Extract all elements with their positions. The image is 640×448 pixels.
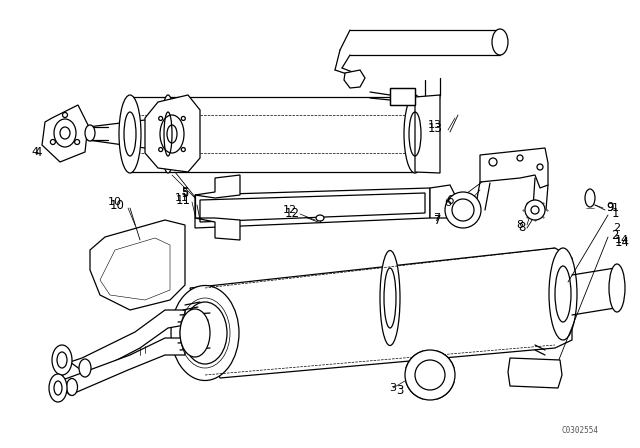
Ellipse shape: [180, 309, 210, 357]
Ellipse shape: [525, 200, 545, 220]
Ellipse shape: [492, 29, 508, 55]
Text: 14: 14: [614, 236, 630, 249]
Text: 3: 3: [396, 383, 404, 396]
Polygon shape: [90, 220, 185, 310]
Text: 3: 3: [390, 383, 397, 393]
Ellipse shape: [51, 139, 56, 145]
Ellipse shape: [181, 116, 186, 121]
Text: 4: 4: [31, 147, 38, 157]
Text: 12: 12: [285, 207, 300, 220]
Ellipse shape: [171, 285, 239, 380]
Text: 8: 8: [516, 220, 524, 230]
Text: 11: 11: [175, 194, 191, 207]
Ellipse shape: [63, 112, 67, 117]
Ellipse shape: [380, 250, 400, 345]
Ellipse shape: [609, 264, 625, 312]
Ellipse shape: [159, 147, 163, 151]
Text: C0302554: C0302554: [561, 426, 598, 435]
Polygon shape: [390, 88, 415, 105]
Ellipse shape: [316, 215, 324, 221]
Text: 5: 5: [182, 187, 189, 197]
Ellipse shape: [161, 95, 175, 173]
Ellipse shape: [49, 374, 67, 402]
Polygon shape: [195, 175, 240, 198]
Text: 13: 13: [428, 121, 442, 134]
Ellipse shape: [445, 192, 481, 228]
Ellipse shape: [52, 345, 72, 375]
Text: 11: 11: [175, 193, 189, 203]
Polygon shape: [415, 95, 440, 173]
Text: 2: 2: [613, 223, 621, 233]
Polygon shape: [70, 310, 185, 375]
Polygon shape: [195, 218, 240, 240]
Polygon shape: [55, 338, 185, 395]
Text: 10: 10: [109, 198, 124, 211]
Polygon shape: [145, 95, 200, 172]
Ellipse shape: [404, 95, 426, 173]
Polygon shape: [430, 185, 455, 218]
Polygon shape: [508, 358, 562, 388]
Ellipse shape: [67, 379, 77, 396]
Ellipse shape: [181, 147, 186, 151]
Polygon shape: [480, 148, 548, 188]
Ellipse shape: [119, 95, 141, 173]
Text: 5: 5: [181, 186, 189, 199]
Ellipse shape: [75, 139, 79, 145]
Text: 12: 12: [283, 205, 297, 215]
Text: 14: 14: [615, 235, 629, 245]
Text: 13: 13: [428, 120, 442, 130]
Text: 6: 6: [446, 194, 454, 207]
Polygon shape: [344, 70, 365, 88]
Text: 2: 2: [611, 228, 619, 241]
Polygon shape: [42, 105, 88, 162]
Ellipse shape: [159, 116, 163, 121]
Polygon shape: [190, 248, 572, 378]
Text: 10: 10: [108, 197, 122, 207]
Text: 9: 9: [606, 201, 614, 214]
Ellipse shape: [79, 359, 91, 377]
Text: 6: 6: [445, 198, 451, 208]
Text: 4: 4: [35, 146, 42, 159]
Ellipse shape: [405, 350, 455, 400]
Text: 1: 1: [611, 207, 619, 220]
Text: 9: 9: [607, 203, 614, 213]
Ellipse shape: [549, 248, 577, 340]
Ellipse shape: [85, 125, 95, 141]
Text: 7: 7: [435, 214, 442, 227]
Polygon shape: [195, 188, 430, 228]
Text: 1: 1: [611, 203, 618, 213]
Text: 7: 7: [433, 213, 440, 223]
Ellipse shape: [585, 189, 595, 207]
Text: 8: 8: [518, 220, 525, 233]
